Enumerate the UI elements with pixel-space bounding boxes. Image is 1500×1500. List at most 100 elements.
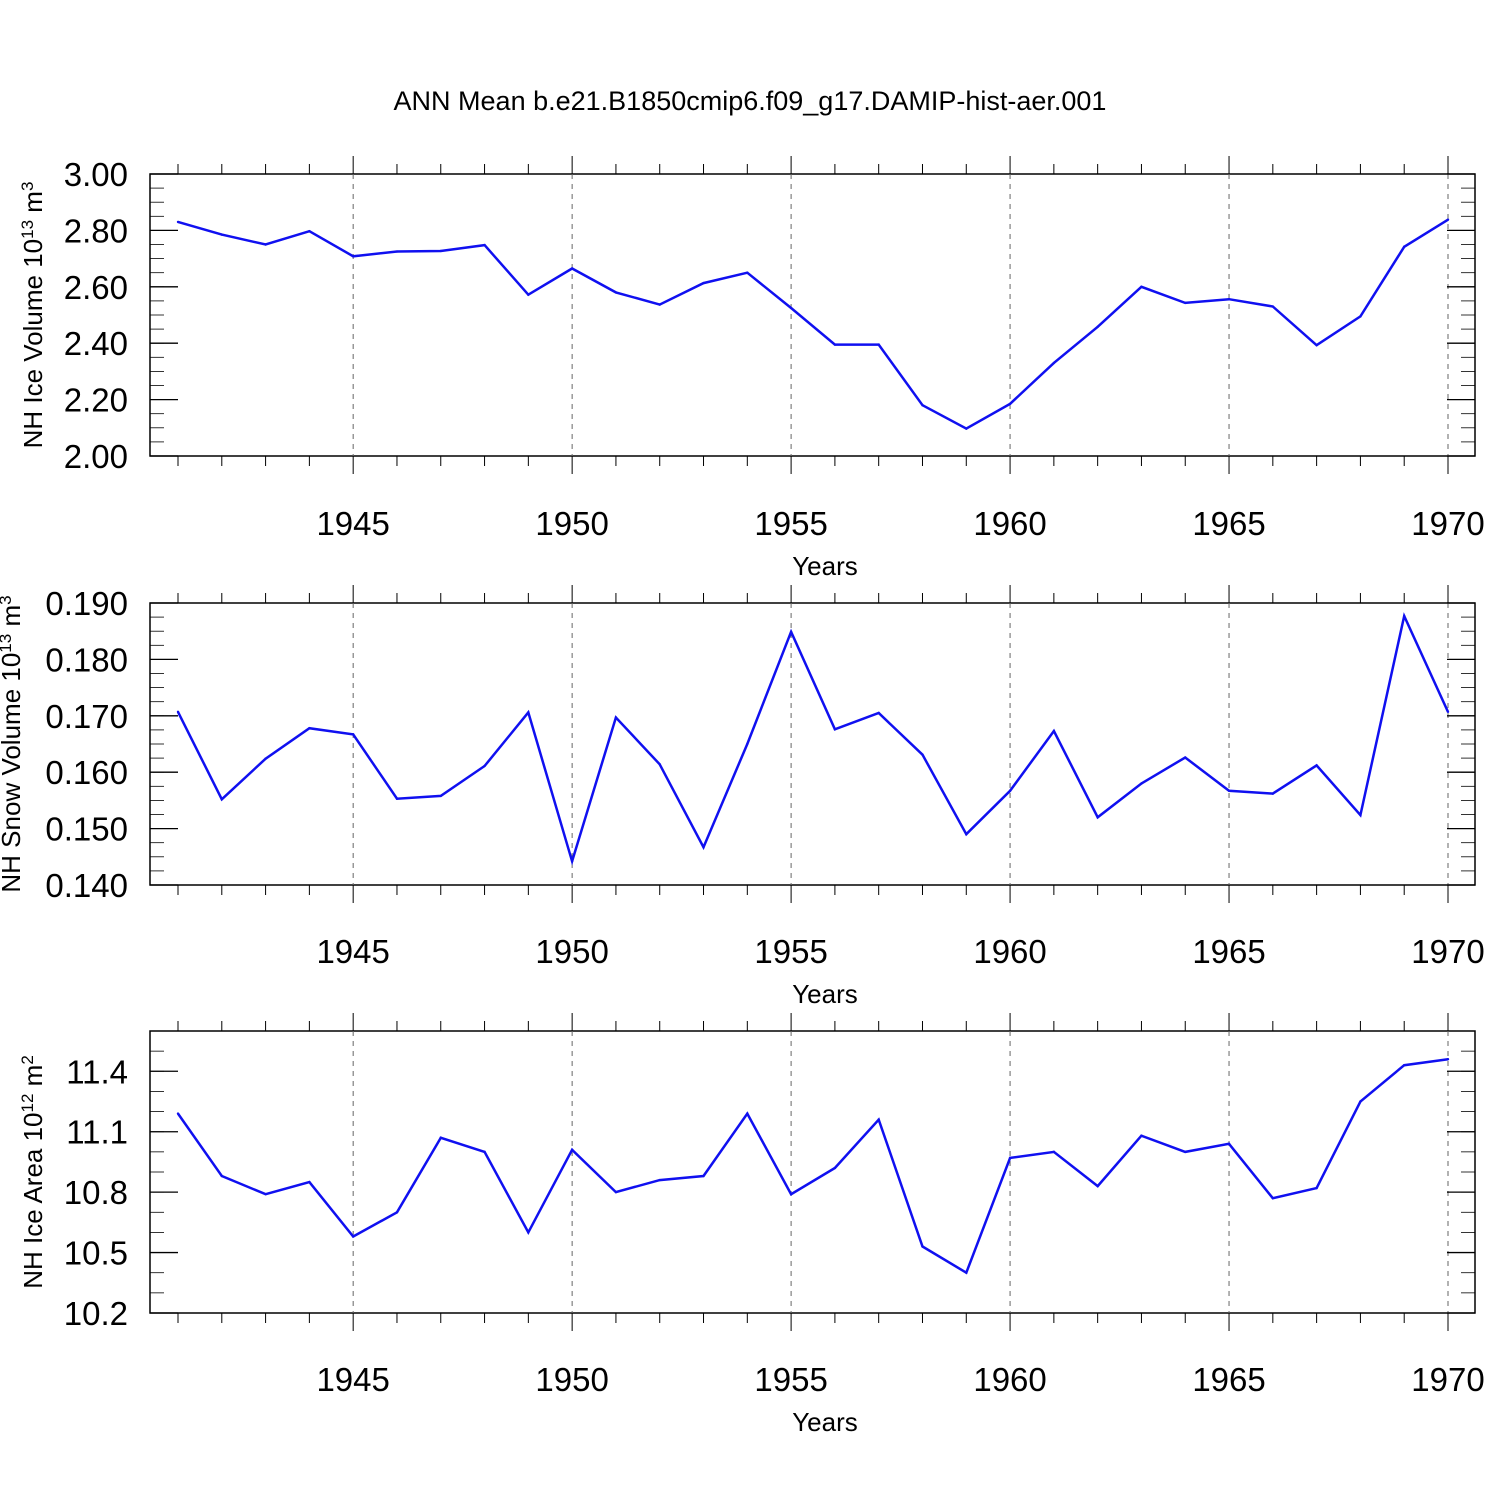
data-point [395,250,399,253]
data-point [702,281,705,285]
y-tick-label: 2.80 [64,212,128,249]
y-axis-label: NH Ice Area 1012 m2 [18,1055,49,1289]
y-axis-label-unit-sup: 3 [0,595,15,604]
data-point [351,255,355,258]
y-tick-label: 0.190 [45,585,128,622]
data-point [1184,301,1187,305]
data-point [614,716,618,719]
data-point [1271,305,1275,308]
data-point [1096,816,1099,819]
data-point [1096,325,1099,329]
data-point [1315,343,1318,347]
y-tick-label: 10.8 [64,1174,128,1211]
plot-frame [149,602,1476,886]
y-tick-label: 10.5 [64,1235,128,1272]
data-point [1008,1156,1012,1160]
x-tick-label: 1955 [754,505,827,542]
data-point [395,1211,399,1214]
x-tick-label: 1965 [1192,505,1265,542]
y-tick-label: 0.180 [45,641,128,678]
y-axis-label-unit-sup: 2 [18,1055,37,1064]
data-point [264,243,267,246]
y-tick-label: 2.40 [64,325,128,362]
data-point [1446,710,1450,714]
data-point [1446,218,1450,221]
data-point [1403,614,1406,618]
data-point [439,1136,442,1139]
y-tick-label: 2.00 [64,438,128,475]
data-point [833,728,837,731]
data-point [483,243,486,247]
data-point [833,1166,837,1170]
data-point [439,249,442,253]
y-tick-label: 2.60 [64,269,128,306]
x-axis-label: Years [792,1407,858,1437]
data-point [833,343,837,346]
data-point [877,711,880,715]
chart-panel-1: 1945 1950 1955 1960 1965 1970 2.00 2.20 2.40 2.60… [18,156,1485,581]
data-point [789,306,793,310]
data-point [921,1245,924,1248]
x-tick-label: 1955 [754,1361,827,1398]
data-point [1227,1142,1231,1146]
data-point [877,1118,880,1121]
data-point [264,1192,267,1196]
data-point [439,794,442,798]
data-point [308,727,311,730]
data-point [1184,1150,1187,1154]
data-point [1052,1150,1056,1154]
y-axis-label-text: NH Snow Volume 10 [0,653,26,893]
data-point [1140,285,1143,288]
data-point [527,711,530,714]
data-point [1227,789,1231,793]
x-tick-label: 1950 [535,933,608,970]
data-point [1096,1184,1099,1188]
x-tick-label: 1970 [1411,505,1484,542]
data-point [570,860,574,863]
x-axis-label: Years [792,979,858,1009]
data-point [264,757,267,760]
y-tick-label: 0.150 [45,811,128,848]
data-point [1359,315,1362,318]
data-point [1403,245,1406,248]
data-point [614,1190,618,1194]
x-tick-label: 1945 [316,1361,389,1398]
data-point [658,763,661,766]
data-point [1140,1134,1143,1137]
data-point [746,1112,749,1115]
data-point [658,303,661,306]
data-point [789,1192,793,1196]
y-axis-label-sup: 13 [0,634,15,653]
y-axis-label-unit-sup: 3 [18,182,37,191]
data-series-line [176,612,1450,866]
y-tick-label: 10.2 [64,1295,128,1332]
data-point [921,404,924,407]
data-point [702,1174,705,1178]
data-point [176,220,180,224]
y-tick-label: 11.4 [66,1053,128,1090]
data-point [220,233,223,236]
data-point [1227,298,1231,301]
plot-frame [149,1030,1476,1314]
y-axis-label: NH Ice Volume 1013 m3 [18,182,49,449]
y-tick-label: 3.00 [64,156,128,193]
data-point [570,1148,574,1152]
y-axis-label-sup: 13 [18,220,37,239]
data-point [308,1180,311,1184]
data-point [176,710,180,714]
x-tick-label: 1970 [1411,1361,1484,1398]
data-point [483,764,486,768]
y-tick-label: 0.160 [45,754,128,791]
data-series-line [177,218,1449,431]
y-axis-label-text: NH Ice Volume 10 [18,239,48,449]
data-point [220,1174,223,1178]
data-point [220,798,223,801]
data-point [1315,1186,1318,1190]
data-point [483,1150,486,1154]
data-point [789,630,793,633]
x-tick-label: 1960 [973,933,1046,970]
chart-panel-3: 1945 1950 1955 1960 1965 1970 10.2 10.5 10.8 11.1… [18,1013,1485,1437]
data-series-line [176,1057,1449,1275]
data-point [1140,782,1143,785]
